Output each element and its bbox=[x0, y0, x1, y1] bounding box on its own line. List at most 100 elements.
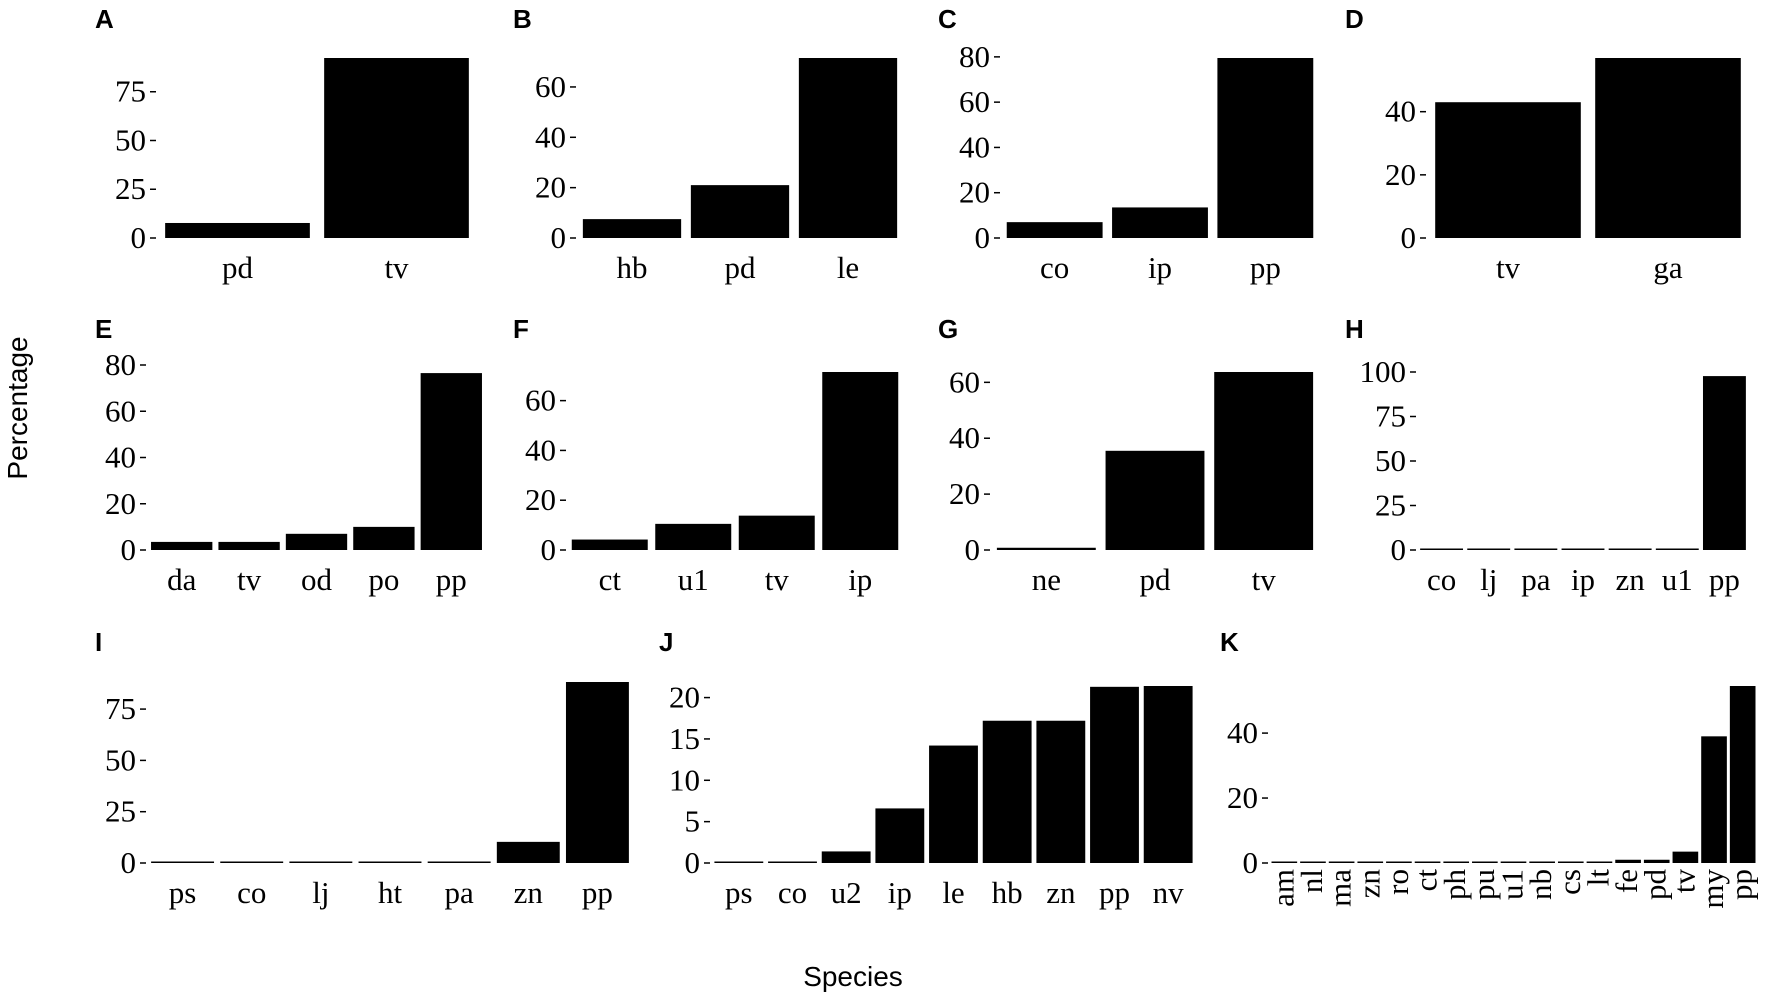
panel-j-bar-ip bbox=[875, 808, 925, 863]
panel-f-bar-ct bbox=[571, 539, 648, 550]
panel-k-xlabel-ma: ma bbox=[1323, 869, 1358, 907]
panel-i-ytick-label-0: 0 bbox=[121, 845, 137, 880]
panel-c-xlabel-ip: ip bbox=[1148, 250, 1172, 285]
panel-e-xlabel-pp: pp bbox=[436, 562, 467, 597]
panel-h-ytick-label-2: 50 bbox=[1375, 443, 1406, 478]
y-axis-title: Percentage bbox=[2, 336, 33, 479]
panel-k-bar-ph bbox=[1443, 861, 1470, 863]
panel-k-xlabel-tv: tv bbox=[1666, 869, 1701, 894]
panel-h-xlabel-co: co bbox=[1427, 562, 1456, 597]
panel-j-bar-ps bbox=[714, 861, 764, 863]
panel-b-bar-le bbox=[798, 58, 898, 238]
panel-i-ytick-label-3: 75 bbox=[105, 691, 136, 726]
panel-b-bar-pd bbox=[690, 185, 790, 238]
panel-k-bar-lt bbox=[1586, 861, 1613, 863]
panel-e-ytick-label-3: 60 bbox=[105, 393, 136, 428]
panel-k-xlabel-u1: u1 bbox=[1495, 869, 1530, 900]
panel-f-xlabel-tv: tv bbox=[765, 562, 790, 597]
panel-b-xlabel-pd: pd bbox=[725, 250, 757, 285]
panel-i-xlabel-pa: pa bbox=[445, 875, 475, 910]
panel-h-ytick-label-4: 100 bbox=[1360, 354, 1407, 389]
panel-g: G 0 20 40 60 ne pd tv bbox=[938, 314, 1314, 597]
panel-k-bar-ro bbox=[1386, 861, 1412, 863]
panel-a: A 0 25 50 75 pd tv bbox=[95, 4, 469, 285]
panel-k-bar-ma bbox=[1328, 861, 1355, 863]
panel-j-bar-le bbox=[929, 745, 978, 863]
panel-b: B 0 20 40 60 hb pd le bbox=[513, 4, 898, 285]
panel-h-bar-ip bbox=[1561, 548, 1605, 550]
panel-k-bar-am bbox=[1271, 861, 1298, 863]
panel-j-ytick-label-3: 15 bbox=[669, 721, 700, 756]
panel-j-xlabel-ps: ps bbox=[725, 875, 753, 910]
panel-h-xlabel-pa: pa bbox=[1521, 562, 1551, 597]
panel-f-ytick-label-0: 0 bbox=[541, 532, 557, 567]
panel-k-xlabel-fe: fe bbox=[1609, 869, 1644, 893]
panel-f: F 0 20 40 60 ct u1 tv ip bbox=[513, 314, 899, 597]
panel-i-bar-lj bbox=[289, 861, 353, 863]
panel-h-bar-pa bbox=[1514, 548, 1558, 550]
panel-d-bar-ga bbox=[1595, 58, 1741, 238]
panel-a-bar-tv bbox=[324, 58, 469, 238]
panel-k-bar-nl bbox=[1300, 861, 1326, 863]
panel-e-xlabel-po: po bbox=[368, 562, 399, 597]
panel-i-ytick-label-1: 25 bbox=[105, 794, 136, 829]
panel-h: H 0 25 50 75 100 co lj pa ip zn u1 pp bbox=[1345, 314, 1746, 597]
panel-i-xlabel-pp: pp bbox=[582, 875, 613, 910]
panel-k-bar-pu bbox=[1472, 861, 1498, 863]
panel-h-xlabel-ip: ip bbox=[1571, 562, 1595, 597]
panel-c: C 0 20 40 60 80 co ip pp bbox=[938, 4, 1314, 285]
panel-j-bar-nv bbox=[1143, 686, 1193, 863]
panel-g-ytick-label-1: 20 bbox=[949, 476, 980, 511]
panel-k-bar-nb bbox=[1529, 861, 1555, 863]
panel-d: D 0 20 40 tv ga bbox=[1345, 4, 1741, 285]
panel-k-xlabel-pd: pd bbox=[1638, 869, 1673, 901]
panel-g-ytick-label-2: 40 bbox=[949, 420, 980, 455]
panel-c-xlabel-pp: pp bbox=[1250, 250, 1281, 285]
panel-a-ytick-label-2: 50 bbox=[115, 122, 146, 157]
panel-d-letter: D bbox=[1345, 4, 1364, 34]
panel-k-bar-fe bbox=[1615, 859, 1641, 863]
panel-i-letter: I bbox=[95, 627, 102, 657]
panel-e-bar-da bbox=[151, 541, 213, 550]
x-axis-title: Species bbox=[803, 961, 903, 992]
panel-b-bar-hb bbox=[582, 219, 682, 238]
panel-a-ytick-label-1: 25 bbox=[115, 171, 146, 206]
panel-f-xlabel-ip: ip bbox=[848, 562, 872, 597]
panel-k-xlabel-am: am bbox=[1265, 869, 1300, 907]
panel-f-xlabel-ct: ct bbox=[599, 562, 622, 597]
panel-e-bar-pp bbox=[420, 373, 482, 550]
panel-k-xlabel-ro: ro bbox=[1380, 869, 1415, 895]
panel-b-ytick-label-2: 40 bbox=[535, 119, 566, 154]
panel-j-bar-u2 bbox=[821, 851, 871, 863]
panel-g-bar-ne bbox=[996, 547, 1096, 550]
panel-i-bar-pa bbox=[427, 861, 491, 863]
panel-j-xlabel-le: le bbox=[942, 875, 964, 910]
panel-j-xlabel-u2: u2 bbox=[831, 875, 862, 910]
panel-c-bar-co bbox=[1006, 222, 1103, 238]
panel-c-ytick-label-2: 40 bbox=[959, 129, 990, 164]
panel-b-letter: B bbox=[513, 4, 532, 34]
panel-k-xlabel-my: my bbox=[1695, 869, 1730, 909]
panel-k-bar-zn bbox=[1357, 861, 1384, 863]
panel-f-bar-u1 bbox=[655, 523, 732, 550]
panel-g-bar-tv bbox=[1214, 372, 1314, 550]
panel-c-bar-ip bbox=[1112, 207, 1208, 238]
panel-h-bar-lj bbox=[1467, 548, 1511, 550]
panel-k-ytick-label-0: 0 bbox=[1243, 845, 1259, 880]
panel-f-xlabel-u1: u1 bbox=[678, 562, 709, 597]
panel-k-xlabel-cs: cs bbox=[1552, 869, 1587, 895]
panel-k-bar-u1 bbox=[1500, 861, 1527, 863]
panel-k-ytick-label-2: 40 bbox=[1227, 715, 1258, 750]
panel-c-ytick-label-3: 60 bbox=[959, 84, 990, 119]
panel-j-xlabel-pp: pp bbox=[1099, 875, 1130, 910]
panel-j-xlabel-co: co bbox=[778, 875, 807, 910]
panel-e: E 0 20 40 60 80 da tv od po pp bbox=[95, 314, 482, 597]
panel-f-ytick-label-3: 60 bbox=[525, 383, 556, 418]
panel-f-bar-ip bbox=[822, 372, 899, 550]
panel-a-xlabel-tv: tv bbox=[384, 250, 409, 285]
panel-f-bar-tv bbox=[738, 515, 815, 550]
panel-e-ytick-label-2: 40 bbox=[105, 440, 136, 475]
